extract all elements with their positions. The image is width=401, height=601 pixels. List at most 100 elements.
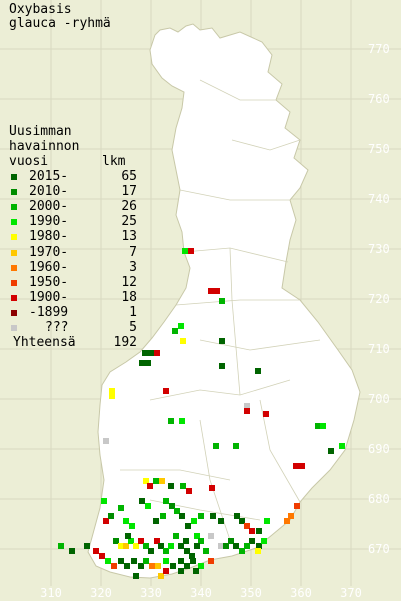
legend-count: 12 [121, 274, 137, 290]
observation-square [101, 498, 107, 504]
observation-square [256, 543, 262, 549]
legend-swatch [11, 219, 17, 226]
observation-square [133, 573, 139, 579]
observation-square [178, 323, 184, 329]
observation-square [131, 558, 137, 564]
legend-count: 1 [129, 304, 137, 320]
legend-heading-2: havainnon [9, 139, 80, 154]
y-tick-label: 720 [368, 292, 390, 306]
observation-square [168, 543, 174, 549]
legend-label: 2000- [29, 199, 69, 215]
x-tick-label: 350 [240, 586, 262, 600]
observation-square [210, 513, 216, 519]
observation-square [158, 573, 164, 579]
observation-square [160, 513, 166, 519]
observation-square [244, 523, 250, 529]
observation-square [123, 543, 129, 549]
observation-square [255, 368, 261, 374]
observation-square [139, 360, 145, 366]
observation-square [180, 338, 186, 344]
observation-square [191, 518, 197, 524]
observation-square [184, 563, 190, 569]
observation-square [198, 563, 204, 569]
observation-square [239, 518, 245, 524]
observation-square [149, 563, 155, 569]
observation-square [261, 538, 267, 544]
observation-square [111, 563, 117, 569]
observation-square [194, 543, 200, 549]
observation-square [208, 558, 214, 564]
observation-square [113, 538, 119, 544]
legend-count: 26 [121, 199, 137, 215]
observation-square [184, 548, 190, 554]
x-tick-label: 320 [90, 586, 112, 600]
observation-square [188, 248, 194, 254]
legend-count: 13 [121, 229, 137, 245]
observation-square [244, 408, 250, 414]
observation-square [133, 543, 139, 549]
observation-square [255, 548, 261, 554]
observation-square [128, 538, 134, 544]
observation-square [178, 568, 184, 574]
observation-square [213, 443, 219, 449]
observation-square [148, 350, 154, 356]
observation-square [153, 478, 159, 484]
observation-square [263, 411, 269, 417]
legend-swatch [11, 249, 17, 256]
map-subtitle: glauca -ryhmä [9, 16, 111, 31]
observation-square [173, 533, 179, 539]
legend-label: 1950- [29, 274, 69, 290]
legend-label: 1980- [29, 229, 69, 245]
observation-square [69, 548, 75, 554]
legend-label: 1900- [29, 289, 69, 305]
observation-square [219, 338, 225, 344]
observation-square [154, 538, 160, 544]
legend-count: 17 [121, 184, 137, 200]
observation-square [180, 483, 186, 489]
observation-square [249, 528, 255, 534]
observation-square [109, 393, 115, 399]
legend-label: 1990- [29, 214, 69, 230]
observation-square [124, 563, 130, 569]
legend-swatch [11, 309, 17, 316]
legend-swatch [11, 264, 17, 271]
observation-square [179, 418, 185, 424]
observation-square [163, 568, 169, 574]
observation-square [233, 543, 239, 549]
x-tick-label: 330 [140, 586, 162, 600]
observation-square [123, 518, 129, 524]
y-tick-label: 740 [368, 192, 390, 206]
observation-square [233, 443, 239, 449]
observation-square [172, 328, 178, 334]
observation-square [138, 538, 144, 544]
observation-square [294, 503, 300, 509]
x-tick-label: 340 [190, 586, 212, 600]
observation-square [189, 553, 195, 559]
legend-label: ??? [45, 320, 69, 335]
legend-swatch [11, 294, 17, 301]
observation-square [168, 418, 174, 424]
observation-square [84, 543, 90, 549]
observation-square [185, 523, 191, 529]
observation-square [214, 288, 220, 294]
observation-square [218, 518, 224, 524]
legend-count: 65 [121, 169, 137, 184]
legend-swatch [11, 204, 17, 211]
observation-square [118, 543, 124, 549]
observation-square [153, 518, 159, 524]
observation-square [198, 513, 204, 519]
observation-square [139, 498, 145, 504]
legend-count: 3 [129, 259, 137, 275]
legend-swatch [11, 279, 17, 286]
observation-square [194, 533, 200, 539]
observation-square [103, 518, 109, 524]
legend-label: 1970- [29, 244, 69, 260]
observation-square [154, 350, 160, 356]
observation-square [145, 360, 151, 366]
y-tick-label: 690 [368, 442, 390, 456]
legend-heading-3: vuosi [9, 154, 49, 169]
legend-swatch [11, 325, 17, 331]
observation-square [163, 388, 169, 394]
observation-square [109, 388, 115, 394]
